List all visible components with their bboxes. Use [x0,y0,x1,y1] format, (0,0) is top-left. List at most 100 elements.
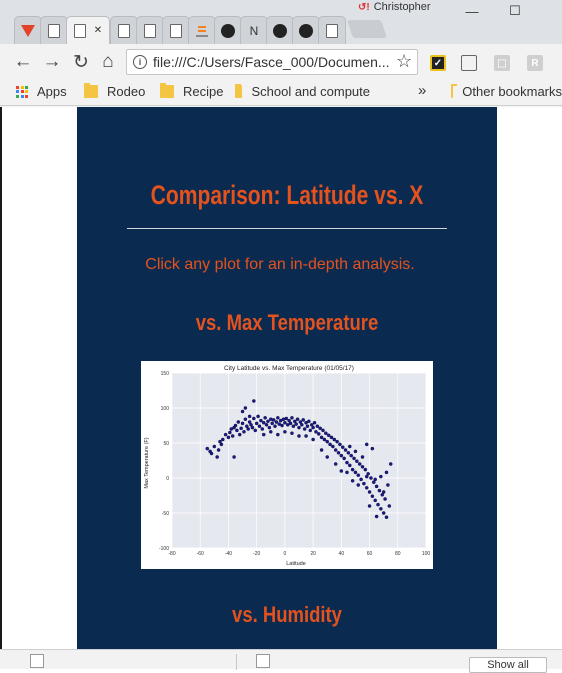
address-bar[interactable]: i file:///C:/Users/Fasce_000/Documen... [126,49,418,75]
gitlab-icon [21,24,35,37]
bookmarks-overflow-button[interactable]: » [418,82,427,99]
data-point [264,423,269,427]
data-point [269,417,273,421]
download-file-icon[interactable] [30,654,44,668]
data-point [245,424,249,428]
data-point [308,428,313,433]
browser-tab[interactable] [162,16,190,44]
data-point [246,427,250,431]
x-tick-label: 60 [367,551,373,557]
maximize-button[interactable]: ☐ [509,3,521,18]
section-heading-humidity: vs. Humidity [232,602,342,627]
data-point [259,418,263,423]
data-point [254,421,259,426]
browser-chrome: ✕ N ↺! Christopher — ☐ ← → ↻ ⌂ i file:///… [0,0,562,107]
data-point [381,511,386,515]
info-icon[interactable]: i [133,55,147,69]
data-point [298,420,303,424]
home-button[interactable]: ⌂ [102,51,114,72]
data-point [340,445,345,449]
data-point [257,424,262,428]
data-point [261,432,266,437]
plot-max-temperature[interactable]: City Latitude vs. Max Temperature (01/05… [141,361,433,569]
data-point [367,504,372,508]
bookmark-other[interactable]: Other bookmarks [451,84,562,99]
browser-tab[interactable] [292,16,320,44]
data-point [218,439,222,444]
forward-button[interactable]: → [42,51,62,72]
bookmark-recipe[interactable]: Recipe [160,83,223,99]
url-text[interactable]: file:///C:/Users/Fasce_000/Documen... [153,54,390,70]
tab-close-icon[interactable]: ✕ [93,25,103,36]
bookmark-rodeo[interactable]: Rodeo [84,83,146,99]
data-point [271,418,276,422]
sync-error-icon: ↺! [358,1,370,13]
back-button[interactable]: ← [13,51,33,72]
extension-r-icon[interactable]: R [527,55,543,71]
data-point [243,417,248,421]
browser-tab[interactable] [266,16,294,44]
data-point [252,416,256,421]
data-point [376,502,380,507]
extension-pdf-icon[interactable]: ⬚ [494,55,510,71]
scatter-chart[interactable]: City Latitude vs. Max Temperature (01/05… [141,361,433,569]
data-point [267,425,272,430]
data-point [266,419,270,424]
reload-button[interactable]: ↻ [73,51,89,73]
browser-tab[interactable] [40,16,68,44]
browser-tab[interactable]: N [240,16,268,44]
new-tab-button[interactable] [347,20,387,38]
profile-button[interactable]: ↺! Christopher [358,1,431,13]
show-all-button[interactable]: Show all [469,657,547,673]
data-point [355,459,359,463]
page-title: Comparison: Latitude vs. X [150,180,424,210]
download-file-icon[interactable] [256,654,270,668]
browser-tab[interactable] [110,16,138,44]
plot-area [172,373,426,548]
data-point [336,451,341,455]
data-point [366,472,370,476]
data-point [301,418,305,422]
downloads-shelf: Show all [0,649,562,673]
browser-tab[interactable] [14,16,42,44]
data-point [328,442,332,447]
data-point [247,420,252,424]
browser-tab[interactable] [318,16,346,44]
data-point [346,451,351,455]
data-point [240,421,245,426]
data-point [276,432,280,437]
data-point [237,432,242,437]
tick-labels: -80 -60 -40 -20 0 20 40 60 80 100 150 100 50 0 -50 -100 [159,371,430,557]
data-point [229,427,234,431]
browser-tab[interactable] [214,16,242,44]
y-tick-label: 150 [161,371,170,377]
cast-icon[interactable] [461,55,477,71]
data-point [307,419,311,424]
data-point [297,425,301,430]
data-point [367,490,372,494]
browser-tab[interactable]: ✕ [66,16,110,44]
bookmark-star-icon[interactable]: ☆ [396,51,413,71]
browser-tab[interactable] [188,16,216,44]
bookmark-school[interactable]: School and compute [235,84,370,99]
data-point [360,465,365,469]
browser-tab[interactable] [136,16,164,44]
minimize-button[interactable]: — [465,3,479,19]
data-point [383,497,387,501]
data-point [356,473,361,477]
bookmark-apps[interactable]: Apps [16,84,67,99]
data-point [333,462,338,466]
data-point [304,434,308,438]
extension-norton-icon[interactable]: ✓ [430,55,446,71]
data-point [304,420,308,425]
data-point [353,470,358,475]
bookmark-label: Rodeo [107,84,146,99]
data-point [348,463,352,468]
data-point [240,409,245,414]
data-point [297,434,301,438]
data-point [290,416,294,420]
data-point [209,451,214,456]
data-points [205,399,393,519]
data-point [288,421,293,426]
tab-strip: ✕ N ↺! Christopher — ☐ [0,0,562,44]
